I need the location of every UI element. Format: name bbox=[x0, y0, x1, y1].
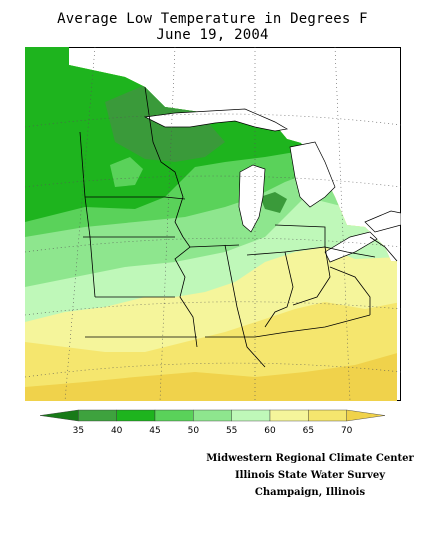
state-boundaries bbox=[79, 86, 398, 368]
credit-line-2: Illinois State Water Survey bbox=[234, 470, 386, 481]
legend-tick-label: 35 bbox=[73, 426, 84, 436]
graticule bbox=[25, 47, 401, 401]
legend-color-bar bbox=[39, 409, 386, 422]
zone-45-50-minnesota bbox=[110, 157, 143, 187]
credit-line-3: Champaign, Illinois bbox=[254, 487, 366, 498]
legend-swatch bbox=[78, 409, 117, 422]
legend-swatch bbox=[231, 409, 271, 422]
map-title: Average Low Temperature in Degrees F bbox=[57, 11, 368, 27]
legend-ticks: 35 40 45 50 55 60 65 70 bbox=[73, 426, 353, 436]
legend-tick-label: 65 bbox=[303, 426, 314, 436]
legend-tick-label: 50 bbox=[188, 426, 200, 436]
legend-swatch bbox=[269, 409, 309, 422]
lake-huron bbox=[289, 141, 336, 208]
legend-swatch bbox=[308, 409, 347, 422]
lake-ontario bbox=[364, 210, 401, 233]
zone-35-40-michigan bbox=[260, 192, 287, 213]
legend-swatch bbox=[116, 409, 156, 422]
legend-tick-label: 60 bbox=[264, 426, 276, 436]
legend-tick-label: 70 bbox=[341, 426, 353, 436]
lake-michigan bbox=[238, 164, 266, 233]
temperature-map bbox=[25, 47, 401, 401]
legend-swatch bbox=[39, 409, 79, 422]
legend-swatch bbox=[346, 409, 386, 422]
legend-swatch bbox=[154, 409, 194, 422]
credit-line-1: Midwestern Regional Climate Center bbox=[206, 453, 414, 464]
legend-tick-label: 55 bbox=[226, 426, 237, 436]
legend-tick-label: 45 bbox=[149, 426, 160, 436]
map-date: June 19, 2004 bbox=[156, 27, 269, 43]
legend-tick-label: 40 bbox=[111, 426, 123, 436]
legend-swatch bbox=[193, 409, 232, 422]
color-legend: 35 40 45 50 55 60 65 70 bbox=[39, 409, 386, 436]
lake-erie bbox=[324, 231, 378, 263]
